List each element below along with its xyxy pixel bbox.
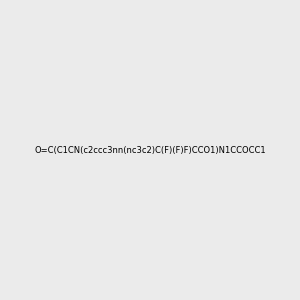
Text: O=C(C1CN(c2ccc3nn(nc3c2)C(F)(F)F)CCO1)N1CCOCC1: O=C(C1CN(c2ccc3nn(nc3c2)C(F)(F)F)CCO1)N1… bbox=[34, 146, 266, 154]
